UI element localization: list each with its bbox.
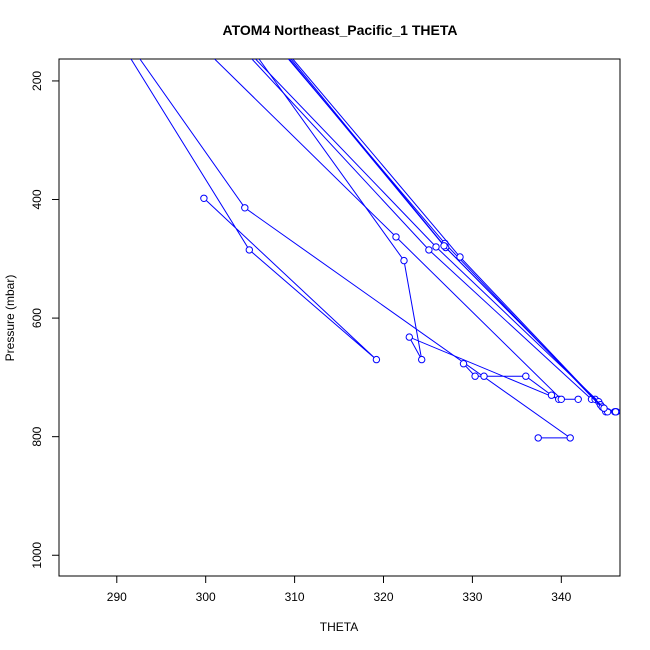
profile-series <box>292 59 620 416</box>
y-tick-label: 400 <box>30 189 44 209</box>
profile-series <box>130 59 381 364</box>
plot-frame <box>58 58 621 577</box>
data-point <box>418 355 426 364</box>
x-tick-label: 310 <box>285 590 305 604</box>
x-tick-label: 320 <box>373 590 393 604</box>
x-axis: 290 300 310 320 330 340 <box>107 576 572 604</box>
data-point <box>480 372 488 380</box>
x-tick-label: 290 <box>107 590 127 604</box>
data-point <box>471 372 479 380</box>
data-point <box>459 360 468 368</box>
data-point <box>440 242 448 250</box>
y-axis-label: Pressure (mbar) <box>3 275 17 362</box>
data-point <box>600 404 608 412</box>
x-tick-label: 300 <box>196 590 216 604</box>
data-point <box>405 333 413 341</box>
profile-series <box>214 59 582 403</box>
profile-series <box>251 59 599 403</box>
data-point <box>241 204 249 212</box>
data-point <box>522 372 530 380</box>
data-point <box>574 395 582 403</box>
y-tick-label: 200 <box>30 71 44 91</box>
data-point <box>432 243 440 251</box>
y-tick-label: 1000 <box>30 542 44 569</box>
data-point <box>200 194 208 203</box>
profile-line <box>214 59 579 400</box>
profile-line <box>130 59 377 360</box>
profile-line <box>290 59 617 413</box>
y-tick-label: 600 <box>30 308 44 328</box>
profile-line <box>258 59 559 400</box>
x-axis-label: THETA <box>320 620 358 634</box>
data-point <box>372 355 381 364</box>
x-tick-label: 340 <box>551 590 571 604</box>
profile-line <box>251 59 596 400</box>
y-tick-label: 800 <box>30 426 44 446</box>
profile-series <box>139 59 574 442</box>
profile-series <box>258 59 563 403</box>
plot-area <box>130 59 620 442</box>
profile-line <box>139 59 572 439</box>
data-point <box>566 434 574 442</box>
profile-series <box>290 59 620 416</box>
data-point <box>534 434 542 442</box>
data-point <box>456 253 464 261</box>
data-point <box>557 395 565 403</box>
data-point <box>400 256 408 265</box>
y-axis: 200 400 600 800 1000 <box>30 71 59 569</box>
data-point <box>611 408 620 416</box>
profile-series <box>288 59 608 412</box>
data-point <box>547 391 556 399</box>
profile-line <box>255 59 601 405</box>
data-point <box>392 233 400 241</box>
data-point <box>245 246 254 254</box>
chart-title: ATOM4 Northeast_Pacific_1 THETA <box>223 22 458 38</box>
data-point <box>425 246 433 254</box>
x-tick-label: 330 <box>462 590 482 604</box>
profile-line <box>292 59 616 413</box>
